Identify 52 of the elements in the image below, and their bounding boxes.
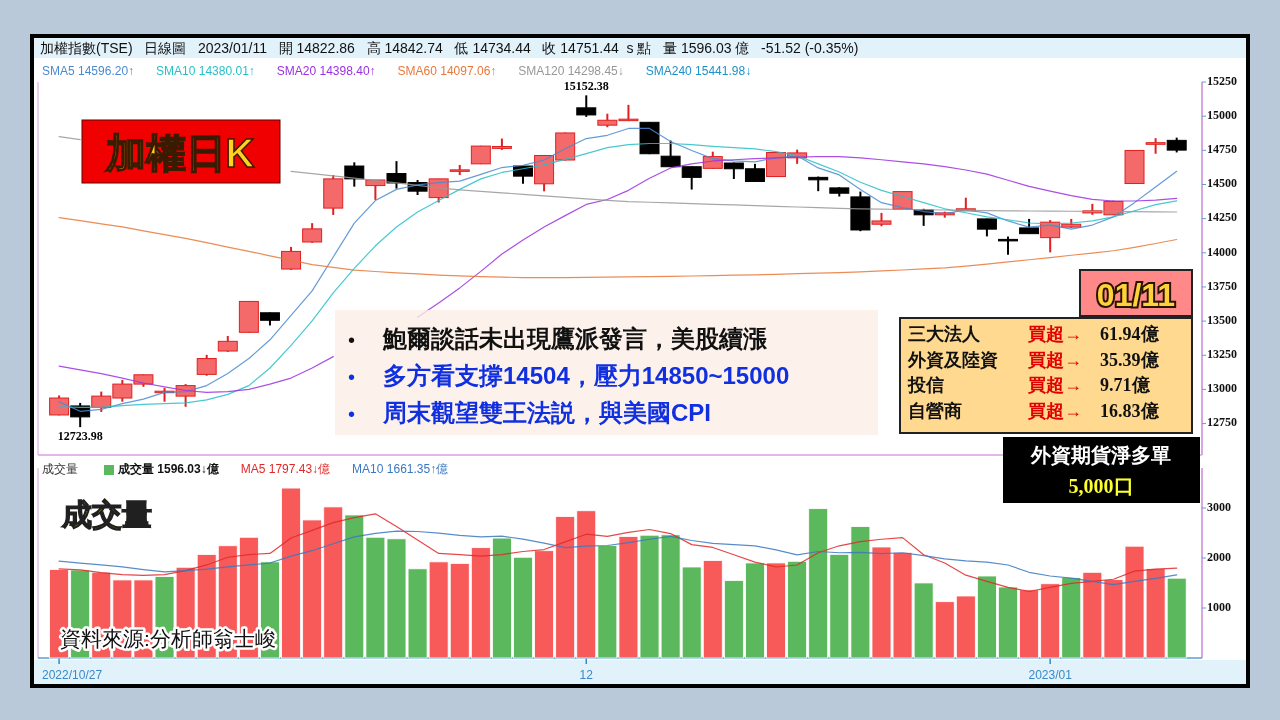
candlestick (681, 165, 702, 191)
annotation: 外資期貨淨多單 (1030, 444, 1171, 467)
candlestick (302, 222, 323, 244)
y-tick-label: 13250 (1207, 347, 1237, 362)
candlestick (281, 245, 302, 271)
text: 三大法人 買超→ 61.94億 (908, 324, 1159, 344)
y-tick-label: 1000 (1207, 599, 1231, 614)
y-tick-label: 14250 (1207, 210, 1237, 225)
text: • 多方看支撐14504，壓力14850~15000 (348, 362, 790, 389)
x-tick-label: 12 (579, 668, 594, 682)
legend-title: 成交量 (42, 462, 78, 477)
text: SMA60 14097.06↑ (397, 64, 497, 79)
text: • 周末觀望雙王法説，與美國CPI (348, 399, 712, 426)
y-tick-label: 13750 (1207, 278, 1237, 293)
candlestick (196, 353, 217, 377)
y-tick-label: 2000 (1207, 549, 1231, 564)
text: MA5 1797.43↓億 (240, 462, 331, 477)
text: SMA20 14398.40↑ (276, 64, 376, 79)
line-series (58, 530, 1178, 586)
y-tick-label: 14500 (1207, 176, 1237, 191)
text: 外資及陸資 買超→ 35.39億 (908, 349, 1159, 370)
text: • 鮑爾談話未出現鷹派發言，美股續漲 (348, 325, 767, 352)
annotation: 12723.98 (57, 429, 103, 444)
y-tick-label: 13500 (1207, 312, 1237, 327)
annotation: 15152.38 (563, 79, 609, 94)
y-tick-label: 13000 (1207, 381, 1237, 396)
text: 成交量 (61, 498, 152, 531)
text: 投信 買超→ 9.71億 (908, 375, 1150, 395)
text: SMA10 14380.01↑ (156, 64, 255, 79)
chart-subtitle: 加權指數(TSE) 日線圖 2023/01/11 開 14822.86 高 14842.74 低 14734.44 收 14751.44 s 點 量 1596.03 億 -51.52 (-0.35%) (40, 40, 859, 56)
x-tick-label: 2023/01 (1028, 668, 1073, 682)
legend-label: SMA240 15441.98↓ (645, 64, 752, 79)
y-tick-label: 14000 (1207, 244, 1237, 259)
text: MA10 1661.35↑億 (352, 462, 449, 477)
y-tick-label: 14750 (1207, 142, 1237, 157)
candlestick (660, 139, 681, 168)
candlestick (998, 235, 1018, 256)
y-tick-label: 12750 (1207, 415, 1237, 430)
y-tick-label: 15000 (1207, 107, 1237, 122)
text: SMA5 14596.20↑ (42, 64, 135, 79)
annotation: 01/11 (1096, 277, 1176, 313)
y-tick-label: 15250 (1207, 73, 1237, 88)
line-series (58, 216, 1178, 279)
candlestick (576, 94, 597, 118)
text: 自營商 買超→ 16.83億 (908, 400, 1159, 421)
text: SMA120 14298.45↓ (518, 64, 624, 79)
text: 加權日K (104, 131, 255, 175)
y-tick-label: 3000 (1207, 499, 1231, 514)
candlestick (344, 161, 365, 188)
x-tick-label: 2022/10/27 (42, 668, 103, 682)
annotation: 5,000口 (1068, 475, 1134, 497)
legend-label: 成交量 1596.03↓億 (117, 462, 220, 477)
